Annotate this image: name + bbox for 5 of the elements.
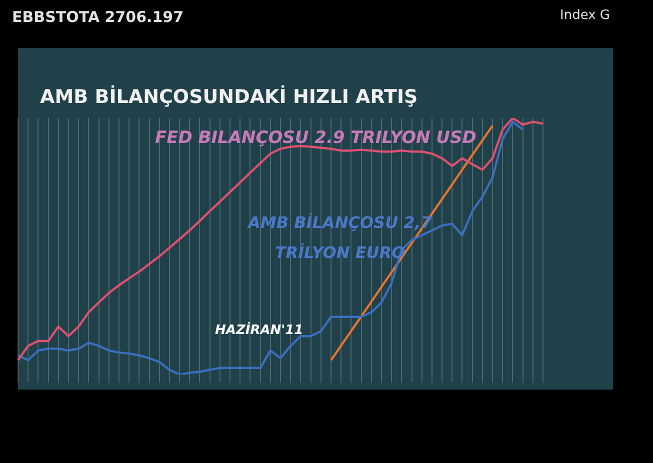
annotation: HAZİRAN'11 — [215, 323, 304, 338]
annotation: FED BILANÇOSU 2.9 TRILYON USD — [155, 128, 476, 148]
text: EBBSTOTA 2706.197 — [12, 8, 184, 26]
text: Index G — [560, 8, 610, 23]
chart-title: AMB BİLANÇOSUNDAKİ HIZLI ARTIŞ — [40, 86, 418, 108]
